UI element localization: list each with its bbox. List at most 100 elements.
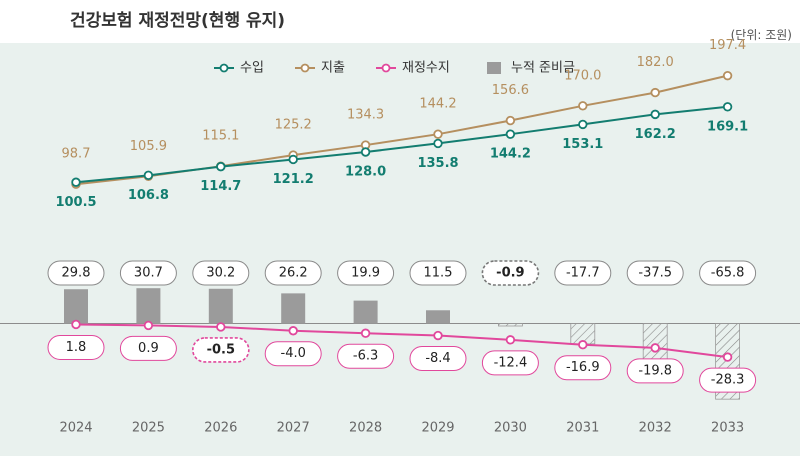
balance-line bbox=[75, 323, 728, 359]
expenditure-point-2032 bbox=[650, 87, 660, 98]
reserve-box-2024 bbox=[47, 260, 105, 286]
reserve-label-2030: -0.9 bbox=[496, 266, 524, 281]
x-tick-2030: 2030 bbox=[494, 421, 527, 436]
reserve-bar-2028 bbox=[353, 300, 378, 324]
chart-background bbox=[0, 43, 800, 456]
expenditure-label-2030: 156.6 bbox=[492, 83, 529, 98]
balance-box-2024 bbox=[47, 334, 105, 360]
revenue-point-2027 bbox=[288, 154, 298, 165]
reserve-label-2028: 19.9 bbox=[351, 266, 380, 281]
legend-revenue-label: 수입 bbox=[240, 61, 264, 76]
reserve-label-2031: -17.7 bbox=[566, 266, 600, 281]
reserve-bar-2024 bbox=[64, 289, 88, 324]
revenue-label-2028: 128.0 bbox=[345, 165, 386, 180]
expenditure-label-2025: 105.9 bbox=[130, 139, 167, 154]
revenue-label-2029: 135.8 bbox=[417, 156, 458, 171]
revenue-point-2029 bbox=[433, 138, 443, 149]
revenue-point-2033 bbox=[722, 102, 733, 112]
reserve-box-2028 bbox=[337, 260, 395, 286]
balance-box-2027 bbox=[264, 341, 322, 367]
reserve-box-2029 bbox=[409, 260, 467, 286]
balance-box-2025 bbox=[119, 335, 177, 361]
reserve-bar-2029 bbox=[426, 310, 450, 324]
legend-reserve-swatch bbox=[487, 62, 501, 74]
x-tick-2029: 2029 bbox=[421, 421, 454, 436]
revenue-label-2030: 144.2 bbox=[490, 147, 531, 162]
balance-box-2028 bbox=[337, 343, 395, 369]
balance-label-2027: -4.0 bbox=[281, 346, 306, 361]
expenditure-label-2027: 125.2 bbox=[275, 118, 312, 133]
legend-revenue-marker bbox=[219, 63, 229, 73]
reserve-label-2026: 30.2 bbox=[206, 266, 235, 281]
balance-label-2025: 0.9 bbox=[138, 341, 159, 356]
balance-point-2031 bbox=[578, 340, 588, 350]
x-tick-2027: 2027 bbox=[277, 421, 310, 436]
balance-label-2029: -8.4 bbox=[425, 351, 450, 366]
x-tick-2032: 2032 bbox=[639, 421, 672, 436]
legend-expenditure-label: 지출 bbox=[321, 61, 345, 76]
legend-expenditure-marker bbox=[300, 63, 310, 73]
balance-point-2025 bbox=[143, 320, 154, 331]
expenditure-point-2031 bbox=[578, 101, 588, 111]
balance-box-2031 bbox=[554, 355, 612, 381]
expenditure-point-2030 bbox=[505, 115, 516, 126]
x-tick-2024: 2024 bbox=[59, 421, 92, 436]
expenditure-label-2028: 134.3 bbox=[347, 108, 384, 123]
revenue-label-2033: 169.1 bbox=[707, 119, 748, 134]
reserve-label-2027: 26.2 bbox=[279, 266, 308, 281]
balance-box-2032 bbox=[626, 358, 684, 384]
x-tick-2033: 2033 bbox=[711, 421, 744, 436]
unit-label: (단위: 조원) bbox=[730, 28, 792, 42]
balance-box-2033 bbox=[699, 367, 757, 393]
balance-label-2031: -16.9 bbox=[566, 360, 600, 375]
reserve-bar-2030 bbox=[497, 323, 523, 327]
expenditure-label-2026: 115.1 bbox=[202, 129, 239, 144]
revenue-point-2025 bbox=[143, 170, 154, 181]
expenditure-label-2031: 170.0 bbox=[564, 68, 601, 83]
x-tick-2025: 2025 bbox=[132, 421, 165, 436]
revenue-point-2028 bbox=[360, 147, 371, 157]
reserve-label-2029: 11.5 bbox=[424, 266, 453, 281]
balance-point-2028 bbox=[360, 328, 371, 338]
balance-point-2032 bbox=[650, 343, 660, 353]
x-tick-2031: 2031 bbox=[566, 421, 599, 436]
legend-reserve-label: 누적 준비금 bbox=[511, 61, 575, 76]
reserve-label-2032: -37.5 bbox=[638, 266, 672, 281]
x-tick-2028: 2028 bbox=[349, 421, 382, 436]
balance-point-2024 bbox=[71, 319, 81, 330]
reserve-bar-2027 bbox=[281, 293, 306, 324]
balance-label-2024: 1.8 bbox=[66, 340, 87, 355]
balance-point-2026 bbox=[216, 322, 226, 332]
balance-point-2033 bbox=[722, 352, 733, 362]
reserve-box-2025 bbox=[119, 260, 177, 286]
balance-box-2030 bbox=[481, 350, 539, 376]
chart-title: 건강보험 재정전망(현행 유지) bbox=[70, 11, 286, 31]
expenditure-point-2033 bbox=[722, 70, 733, 81]
reserve-box-2026 bbox=[192, 260, 250, 286]
revenue-label-2027: 121.2 bbox=[273, 172, 314, 187]
legend-balance-marker bbox=[381, 63, 391, 73]
revenue-label-2025: 106.8 bbox=[128, 188, 169, 203]
reserve-box-2027 bbox=[264, 260, 322, 286]
balance-label-2028: -6.3 bbox=[353, 349, 378, 364]
reserve-box-2031 bbox=[554, 260, 612, 286]
revenue-label-2031: 153.1 bbox=[562, 137, 603, 152]
reserve-bar-2025 bbox=[136, 288, 161, 324]
balance-point-2030 bbox=[505, 335, 516, 345]
balance-point-2027 bbox=[288, 326, 298, 336]
revenue-point-2024 bbox=[71, 177, 81, 187]
revenue-point-2026 bbox=[216, 161, 226, 172]
reserve-box-2033 bbox=[699, 260, 757, 286]
revenue-point-2030 bbox=[505, 129, 516, 139]
revenue-point-2032 bbox=[650, 109, 660, 120]
legend-balance-label: 재정수지 bbox=[402, 61, 450, 76]
reserve-label-2024: 29.8 bbox=[62, 266, 91, 281]
reserve-box-2030 bbox=[481, 260, 540, 286]
balance-label-2032: -19.8 bbox=[638, 363, 672, 378]
expenditure-label-2032: 182.0 bbox=[637, 55, 674, 70]
expenditure-label-2033: 197.4 bbox=[709, 38, 746, 53]
revenue-label-2026: 114.7 bbox=[200, 179, 241, 194]
reserve-box-2032 bbox=[626, 260, 684, 286]
